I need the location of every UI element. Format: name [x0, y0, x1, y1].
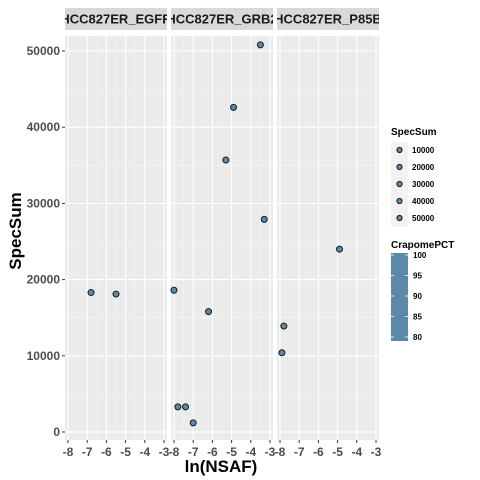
colorbar-label: 85: [413, 313, 422, 322]
data-point: [182, 403, 190, 411]
colorbar-label: 90: [413, 292, 422, 301]
x-tick-label: -4: [139, 445, 150, 459]
data-point: [112, 290, 120, 298]
y-tick-label: 20000: [27, 273, 61, 287]
legend-label: 40000: [412, 197, 435, 206]
data-point: [205, 308, 213, 316]
x-tick-label: -4: [245, 445, 256, 459]
x-tick-label: -6: [313, 445, 324, 459]
x-tick-label: -7: [294, 445, 305, 459]
legend-label: 50000: [412, 214, 435, 223]
legend-color-title: CrapomePCT: [391, 240, 454, 251]
data-point: [87, 289, 95, 297]
y-tick-label: 50000: [27, 44, 61, 58]
facet-label: HCC827ER_GRB2: [166, 12, 277, 27]
legend-color: CrapomePCT 100 95 90 85 80: [391, 240, 454, 342]
colorbar-label: 80: [413, 333, 422, 342]
data-point: [189, 419, 197, 427]
legend-size-title: SpecSum: [391, 127, 437, 138]
x-tick-label: -5: [226, 445, 237, 459]
legend-size: SpecSum 10000 20000 30000 40000 50000: [391, 127, 437, 227]
data-point: [260, 215, 268, 223]
data-point: [278, 349, 286, 357]
facet-strip: [65, 8, 167, 30]
x-tick-label: -8: [63, 445, 74, 459]
x-tick-label: -3: [371, 445, 382, 459]
facet-strip: [171, 8, 273, 30]
x-tick-label: -3: [265, 445, 276, 459]
facet-label: HCC827ER_EGFR: [60, 12, 172, 27]
x-tick-label: -7: [82, 445, 93, 459]
data-point: [174, 403, 182, 411]
legend-point: [396, 197, 403, 205]
legend-point: [396, 163, 403, 171]
x-tick-label: -3: [159, 445, 170, 459]
facet-label: HCC827ER_P85B: [274, 12, 382, 27]
legend-label: 10000: [412, 146, 435, 155]
x-tick-label: -4: [351, 445, 362, 459]
facet-panel: HCC827ER_GRB2: [166, 8, 277, 440]
y-axis: 0 10000 20000 30000 40000 50000: [27, 44, 65, 439]
facet-panel: HCC827ER_EGFR: [60, 8, 172, 440]
y-tick-label: 10000: [27, 349, 61, 363]
x-tick-label: -8: [169, 445, 180, 459]
y-tick-label: 30000: [27, 196, 61, 210]
x-tick-label: -7: [188, 445, 199, 459]
x-tick-label: -6: [207, 445, 218, 459]
x-axis: -8 -7 -6 -5 -4 -3 -8 -7 -6 -5 -4 -3 -8 -7 -6 -5 -4 -3: [63, 440, 382, 459]
x-tick-label: -8: [275, 445, 286, 459]
colorbar-label: 100: [413, 251, 427, 260]
colorbar-label: 95: [413, 272, 422, 281]
y-tick-label: 0: [53, 425, 60, 439]
x-tick-label: -5: [120, 445, 131, 459]
facet-strip: [277, 8, 379, 30]
data-point: [230, 103, 238, 111]
legend-point: [396, 214, 403, 222]
y-tick-label: 40000: [27, 120, 61, 134]
colorbar: [391, 253, 408, 341]
data-point: [256, 41, 264, 49]
facet-panel: HCC827ER_P85B: [274, 8, 382, 440]
data-point: [280, 322, 288, 330]
legend-point: [396, 146, 403, 154]
y-axis-title: SpecSum: [6, 192, 25, 269]
x-axis-title: ln(NSAF): [185, 457, 258, 476]
legend-label: 20000: [412, 163, 435, 172]
data-point: [170, 286, 178, 294]
x-tick-label: -5: [332, 445, 343, 459]
legend-label: 30000: [412, 180, 435, 189]
legend-point: [396, 180, 403, 188]
data-point: [222, 156, 230, 164]
data-point: [336, 245, 344, 253]
x-tick-label: -6: [101, 445, 112, 459]
